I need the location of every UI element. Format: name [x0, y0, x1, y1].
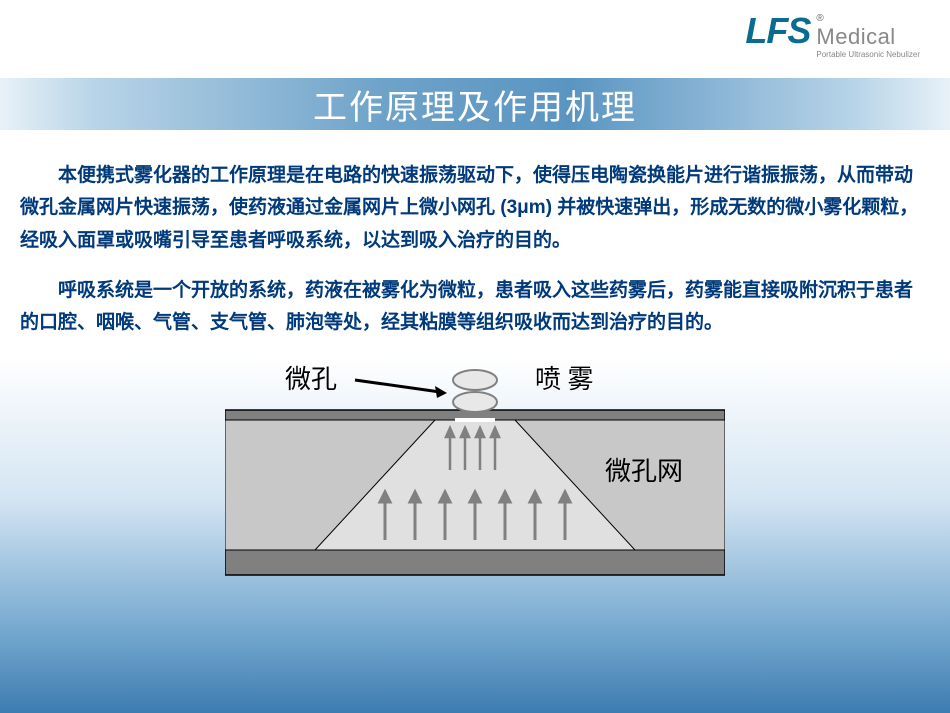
body-text: 本便携式雾化器的工作原理是在电路的快速振荡驱动下，使得压电陶瓷换能片进行谐振振荡… — [20, 160, 930, 357]
logo-brand: LFS — [745, 10, 810, 52]
logo-area: LFS ® Medical Portable Ultrasonic Nebuli… — [745, 10, 920, 59]
logo-medical: Medical — [816, 24, 920, 50]
label-mesh: 微孔网 — [605, 457, 683, 486]
logo-right-block: ® Medical Portable Ultrasonic Nebulizer — [816, 14, 920, 59]
logo-subtitle: Portable Ultrasonic Nebulizer — [816, 50, 920, 59]
logo-registered: ® — [816, 14, 920, 24]
slide-title: 工作原理及作用机理 — [0, 78, 950, 130]
mechanism-diagram: 微孔 喷 雾 微孔网 — [225, 350, 725, 590]
paragraph-2: 呼吸系统是一个开放的系统，药液在被雾化为微粒，患者吸入这些药雾后，药雾能直接吸附… — [20, 275, 930, 340]
paragraph-1: 本便携式雾化器的工作原理是在电路的快速振荡驱动下，使得压电陶瓷换能片进行谐振振荡… — [20, 160, 930, 257]
label-micropore: 微孔 — [285, 365, 337, 394]
label-spray: 喷 雾 — [535, 365, 594, 394]
